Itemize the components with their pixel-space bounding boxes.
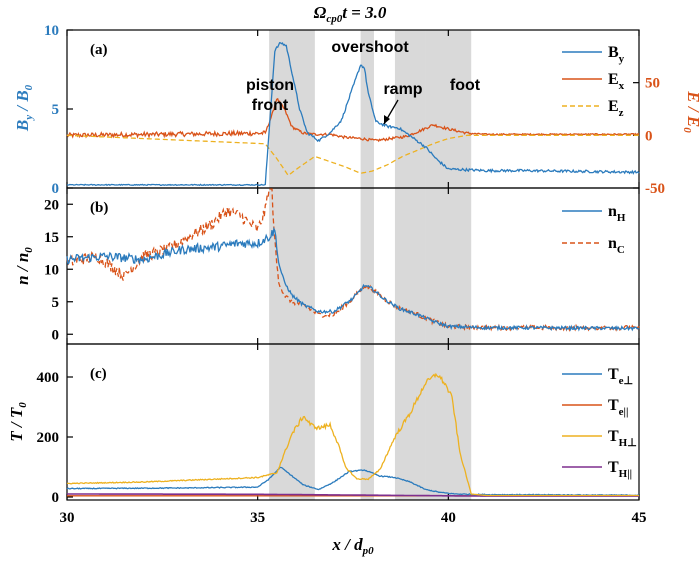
legend-label: By <box>608 44 625 65</box>
series-line-nC <box>66 188 640 333</box>
region-label-ramp: ramp <box>383 81 422 98</box>
x-tick-label: 45 <box>632 510 647 526</box>
panel-a-ylabel-left: By / B0 <box>13 84 35 132</box>
y-tick-label: 5 <box>52 295 60 311</box>
panel-b-frame <box>66 187 640 345</box>
y-right-tick-label: 50 <box>645 76 660 92</box>
legend-label: TH|| <box>608 459 632 480</box>
shade-foot <box>425 30 472 500</box>
y-tick-label: 200 <box>37 430 60 446</box>
x-axis-label: x / dp0 <box>331 535 374 557</box>
legend-label: Ez <box>608 98 624 119</box>
shade-overshoot <box>360 30 374 500</box>
legend-label: nH <box>608 203 626 224</box>
x-tick-label: 40 <box>441 510 456 526</box>
legend-label: Te⊥ <box>608 366 633 387</box>
panel-b-ylabel: n / n0 <box>13 247 35 285</box>
panel-b-label: (b) <box>90 200 108 216</box>
data-lines <box>66 41 640 497</box>
legend-label: TH⊥ <box>608 428 637 449</box>
shaded-regions <box>269 30 472 500</box>
y-tick-label: 20 <box>44 197 59 213</box>
series-line-Ez <box>66 134 639 177</box>
series-line-TH <box>66 372 639 497</box>
ramp-arrow-head <box>384 115 390 124</box>
figure-title: Ωcp0t = 3.0 <box>314 3 387 25</box>
y-tick-label: 400 <box>37 370 60 386</box>
region-label-foot: foot <box>450 77 481 94</box>
y-tick-label: 0 <box>52 181 60 197</box>
legend-label: nC <box>608 235 625 256</box>
y-tick-label: 0 <box>52 327 60 343</box>
x-tick-label: 35 <box>250 510 265 526</box>
legends: By Ex Ez nH nC Te⊥ Te|| TH⊥ TH|| <box>562 44 637 480</box>
y-right-tick-label: 0 <box>645 128 653 144</box>
region-label-overshoot: overshoot <box>331 39 409 56</box>
panel-c-ylabel: T / T0 <box>7 402 29 442</box>
legend-label: Te|| <box>608 397 628 418</box>
region-label-front: front <box>252 97 289 114</box>
legend-label: Ex <box>608 71 625 92</box>
shade-ramp <box>394 30 426 500</box>
y-tick-label: 10 <box>44 23 59 39</box>
series-line-nH <box>66 226 640 332</box>
panel-a-ylabel-right: E / E0 <box>681 90 700 133</box>
y-right-tick-label: -50 <box>645 181 665 197</box>
series-line-Ex <box>66 97 640 143</box>
y-tick-label: 15 <box>44 230 59 246</box>
y-tick-label: 10 <box>44 262 59 278</box>
y-tick-label: 5 <box>52 102 60 118</box>
panel-c-frame <box>66 343 640 501</box>
panel-c-label: (c) <box>90 366 107 382</box>
series-line-By <box>66 41 640 187</box>
x-tick-label: 30 <box>60 510 75 526</box>
y-tick-label: 0 <box>52 490 60 506</box>
region-label-piston: piston <box>246 77 294 94</box>
panel-a-label: (a) <box>90 42 108 58</box>
